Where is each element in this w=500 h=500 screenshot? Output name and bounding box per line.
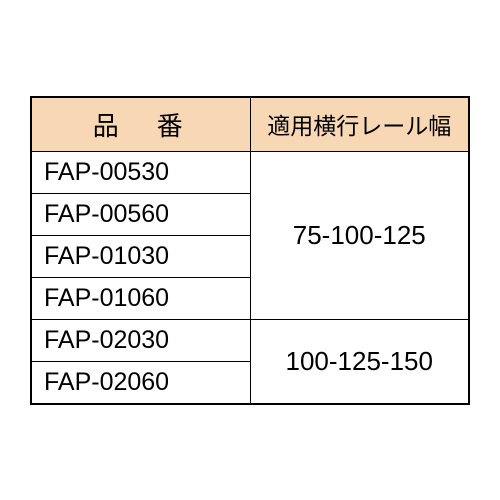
part-number-cell: FAP-01030 (31, 235, 250, 277)
spec-table: 品 番 適用横行レール幅 FAP-00530 75-100-125 FAP-00… (30, 96, 470, 405)
header-rail-width: 適用横行レール幅 (250, 97, 469, 152)
part-number-cell: FAP-01060 (31, 277, 250, 319)
part-number-cell: FAP-00530 (31, 151, 250, 193)
table-header-row: 品 番 適用横行レール幅 (31, 97, 469, 152)
rail-width-cell: 75-100-125 (250, 151, 469, 319)
part-number-cell: FAP-02030 (31, 319, 250, 361)
spec-table-container: 品 番 適用横行レール幅 FAP-00530 75-100-125 FAP-00… (30, 96, 470, 405)
part-number-cell: FAP-00560 (31, 193, 250, 235)
header-part-number: 品 番 (31, 97, 250, 152)
part-number-cell: FAP-02060 (31, 361, 250, 404)
rail-width-cell: 100-125-150 (250, 319, 469, 404)
table-row: FAP-02030 100-125-150 (31, 319, 469, 361)
table-row: FAP-00530 75-100-125 (31, 151, 469, 193)
